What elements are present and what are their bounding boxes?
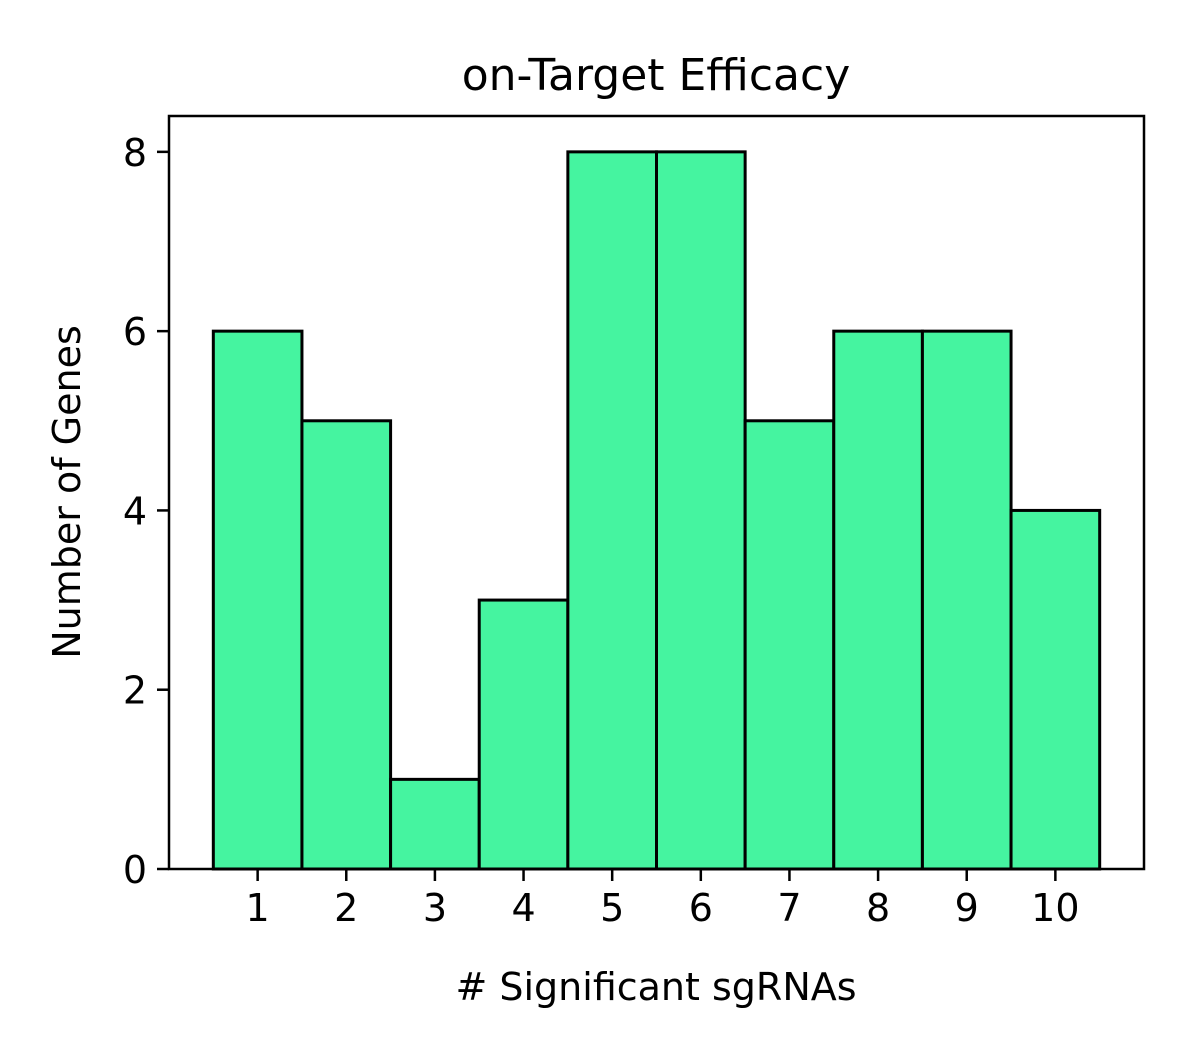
x-tick-label: 8 [866, 886, 890, 930]
x-tick-label: 1 [246, 886, 270, 930]
x-tick-label: 6 [689, 886, 713, 930]
x-tick-label: 4 [511, 886, 535, 930]
y-tick-label: 2 [123, 669, 147, 713]
bar-5 [566, 150, 659, 871]
y-tick-label: 8 [123, 131, 147, 175]
plot-frame [167, 114, 1146, 871]
x-axis-label: # Significant sgRNAs [455, 965, 856, 1009]
y-axis-label: Number of Genes [45, 325, 89, 659]
bars-layer [211, 150, 1102, 871]
axes-layer: 1 2 3 4 5 6 7 8 9 10 0 2 4 6 8 [123, 131, 1080, 930]
y-tick-label: 6 [123, 310, 147, 354]
x-tick-label: 7 [777, 886, 801, 930]
y-tick-label: 0 [123, 848, 147, 892]
x-tick-label: 9 [955, 886, 979, 930]
bar-9 [920, 329, 1013, 871]
chart-title: on-Target Efficacy [462, 50, 850, 101]
bar-3 [389, 777, 481, 871]
bar-6 [655, 150, 747, 871]
bar-7 [743, 419, 836, 871]
bar-2 [300, 419, 393, 871]
x-tick-label: 5 [600, 886, 624, 930]
x-tick-label: 10 [1031, 886, 1079, 930]
x-tick-label: 2 [334, 886, 358, 930]
bar-8 [832, 329, 924, 871]
bar-10 [1009, 508, 1102, 871]
x-tick-label: 3 [423, 886, 447, 930]
bar-1 [211, 329, 304, 871]
bar-4 [477, 598, 570, 871]
y-tick-label: 4 [123, 489, 147, 533]
